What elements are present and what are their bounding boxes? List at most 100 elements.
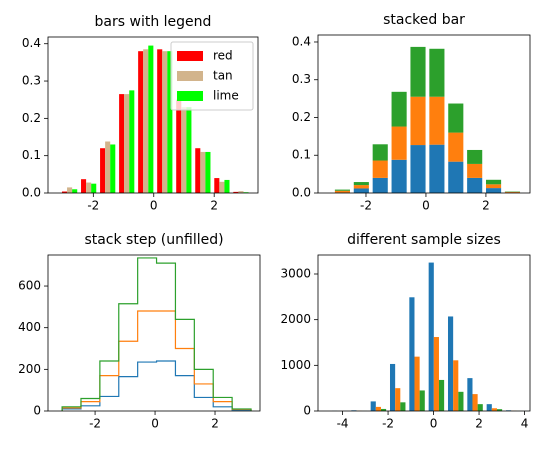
subplot-title: different sample sizes (347, 232, 501, 248)
bar (419, 390, 425, 411)
subplot: stacked bar -2 0 2 0.0 0.1 0.2 0.3 0.4 (292, 12, 531, 213)
bar (486, 404, 492, 411)
x-tick-label: 2 (211, 417, 219, 431)
bar (410, 46, 426, 97)
y-tick-label: 0.3 (292, 72, 311, 86)
y-tick-label: 0.2 (22, 111, 41, 125)
y-tick-label: 2000 (280, 312, 311, 326)
bar (138, 51, 144, 193)
bar (391, 91, 407, 127)
step-line (61, 310, 252, 411)
bar (370, 401, 376, 411)
y-tick-label: 0.4 (292, 34, 311, 48)
bar (353, 188, 369, 193)
y-tick-label: 0 (303, 404, 311, 418)
bar (124, 94, 130, 193)
bar (409, 297, 415, 411)
y-tick-label: 400 (18, 320, 41, 334)
bar (375, 406, 381, 411)
y-tick-label: 0 (33, 404, 41, 418)
y-tick-label: 0.4 (22, 36, 41, 50)
x-tick-label: -2 (382, 417, 394, 431)
bar (504, 191, 521, 193)
bar (486, 188, 502, 193)
bar (380, 408, 387, 411)
bar (100, 148, 106, 193)
bar (119, 94, 125, 193)
bar (372, 160, 388, 178)
bar (400, 402, 406, 411)
step-line (61, 257, 252, 411)
y-tick-label: 0.2 (292, 110, 311, 124)
y-tick-label: 1000 (280, 358, 311, 372)
bar (334, 189, 350, 191)
bar (200, 151, 206, 193)
axes-frame (317, 34, 531, 194)
bar (67, 187, 73, 193)
bar (186, 107, 192, 193)
x-tick-label: 2 (482, 199, 490, 213)
bar (486, 184, 502, 189)
subplot-title: stacked bar (383, 12, 465, 28)
bar (467, 149, 483, 164)
bar (467, 177, 483, 193)
bar (167, 51, 173, 193)
bar (467, 378, 473, 411)
subplot-title: stack step (unfilled) (84, 232, 223, 248)
y-tick-label: 600 (18, 279, 41, 293)
y-tick-label: 0.0 (22, 186, 41, 200)
subplot: bars with legend -2 0 2 0.0 0.1 0.2 0.3 0.4 red ta… (22, 14, 259, 213)
bar (472, 394, 478, 411)
bar (233, 191, 239, 193)
legend-label: lime (213, 89, 239, 103)
bar (433, 337, 439, 411)
bar (157, 49, 163, 193)
bar (224, 179, 230, 193)
x-tick-label: -2 (89, 417, 101, 431)
bar (72, 189, 78, 193)
bar (61, 191, 68, 193)
bar (486, 179, 502, 185)
bar (448, 132, 464, 162)
subplot: different sample sizes -4 -2 0 2 4 0 1000 2000 30… (280, 232, 531, 431)
y-tick-label: 0.1 (292, 148, 311, 162)
x-tick-label: 0 (430, 417, 438, 431)
legend-swatch (177, 71, 203, 81)
bar (410, 96, 426, 146)
y-tick-label: 0.0 (292, 186, 311, 200)
bar (428, 262, 434, 411)
bar (353, 182, 369, 186)
axes-frame (317, 254, 531, 412)
x-tick-label: 0 (422, 199, 430, 213)
axes-frame (47, 36, 259, 194)
bar (391, 159, 407, 193)
bar (219, 181, 225, 193)
bar (238, 191, 244, 193)
bar (395, 388, 401, 411)
bar (391, 126, 407, 160)
x-tick-label: 2 (475, 417, 483, 431)
bar (429, 48, 445, 97)
bar (129, 90, 135, 193)
bar (496, 409, 503, 411)
bar (176, 99, 182, 193)
bar (91, 183, 97, 193)
x-tick-label: 0 (151, 417, 159, 431)
bar (81, 179, 87, 193)
bar (148, 45, 154, 193)
bar (453, 360, 459, 411)
step-line (61, 360, 252, 411)
x-tick-label: -4 (337, 417, 349, 431)
legend-swatch (177, 91, 203, 101)
bar (458, 391, 464, 411)
bar (86, 182, 92, 193)
x-tick-label: -2 (360, 199, 372, 213)
bar (105, 141, 111, 193)
bar (372, 177, 388, 193)
bar (429, 96, 445, 145)
bar (143, 49, 149, 193)
legend: red tan lime (170, 41, 254, 111)
legend-swatch (177, 51, 203, 61)
bar (410, 145, 426, 193)
